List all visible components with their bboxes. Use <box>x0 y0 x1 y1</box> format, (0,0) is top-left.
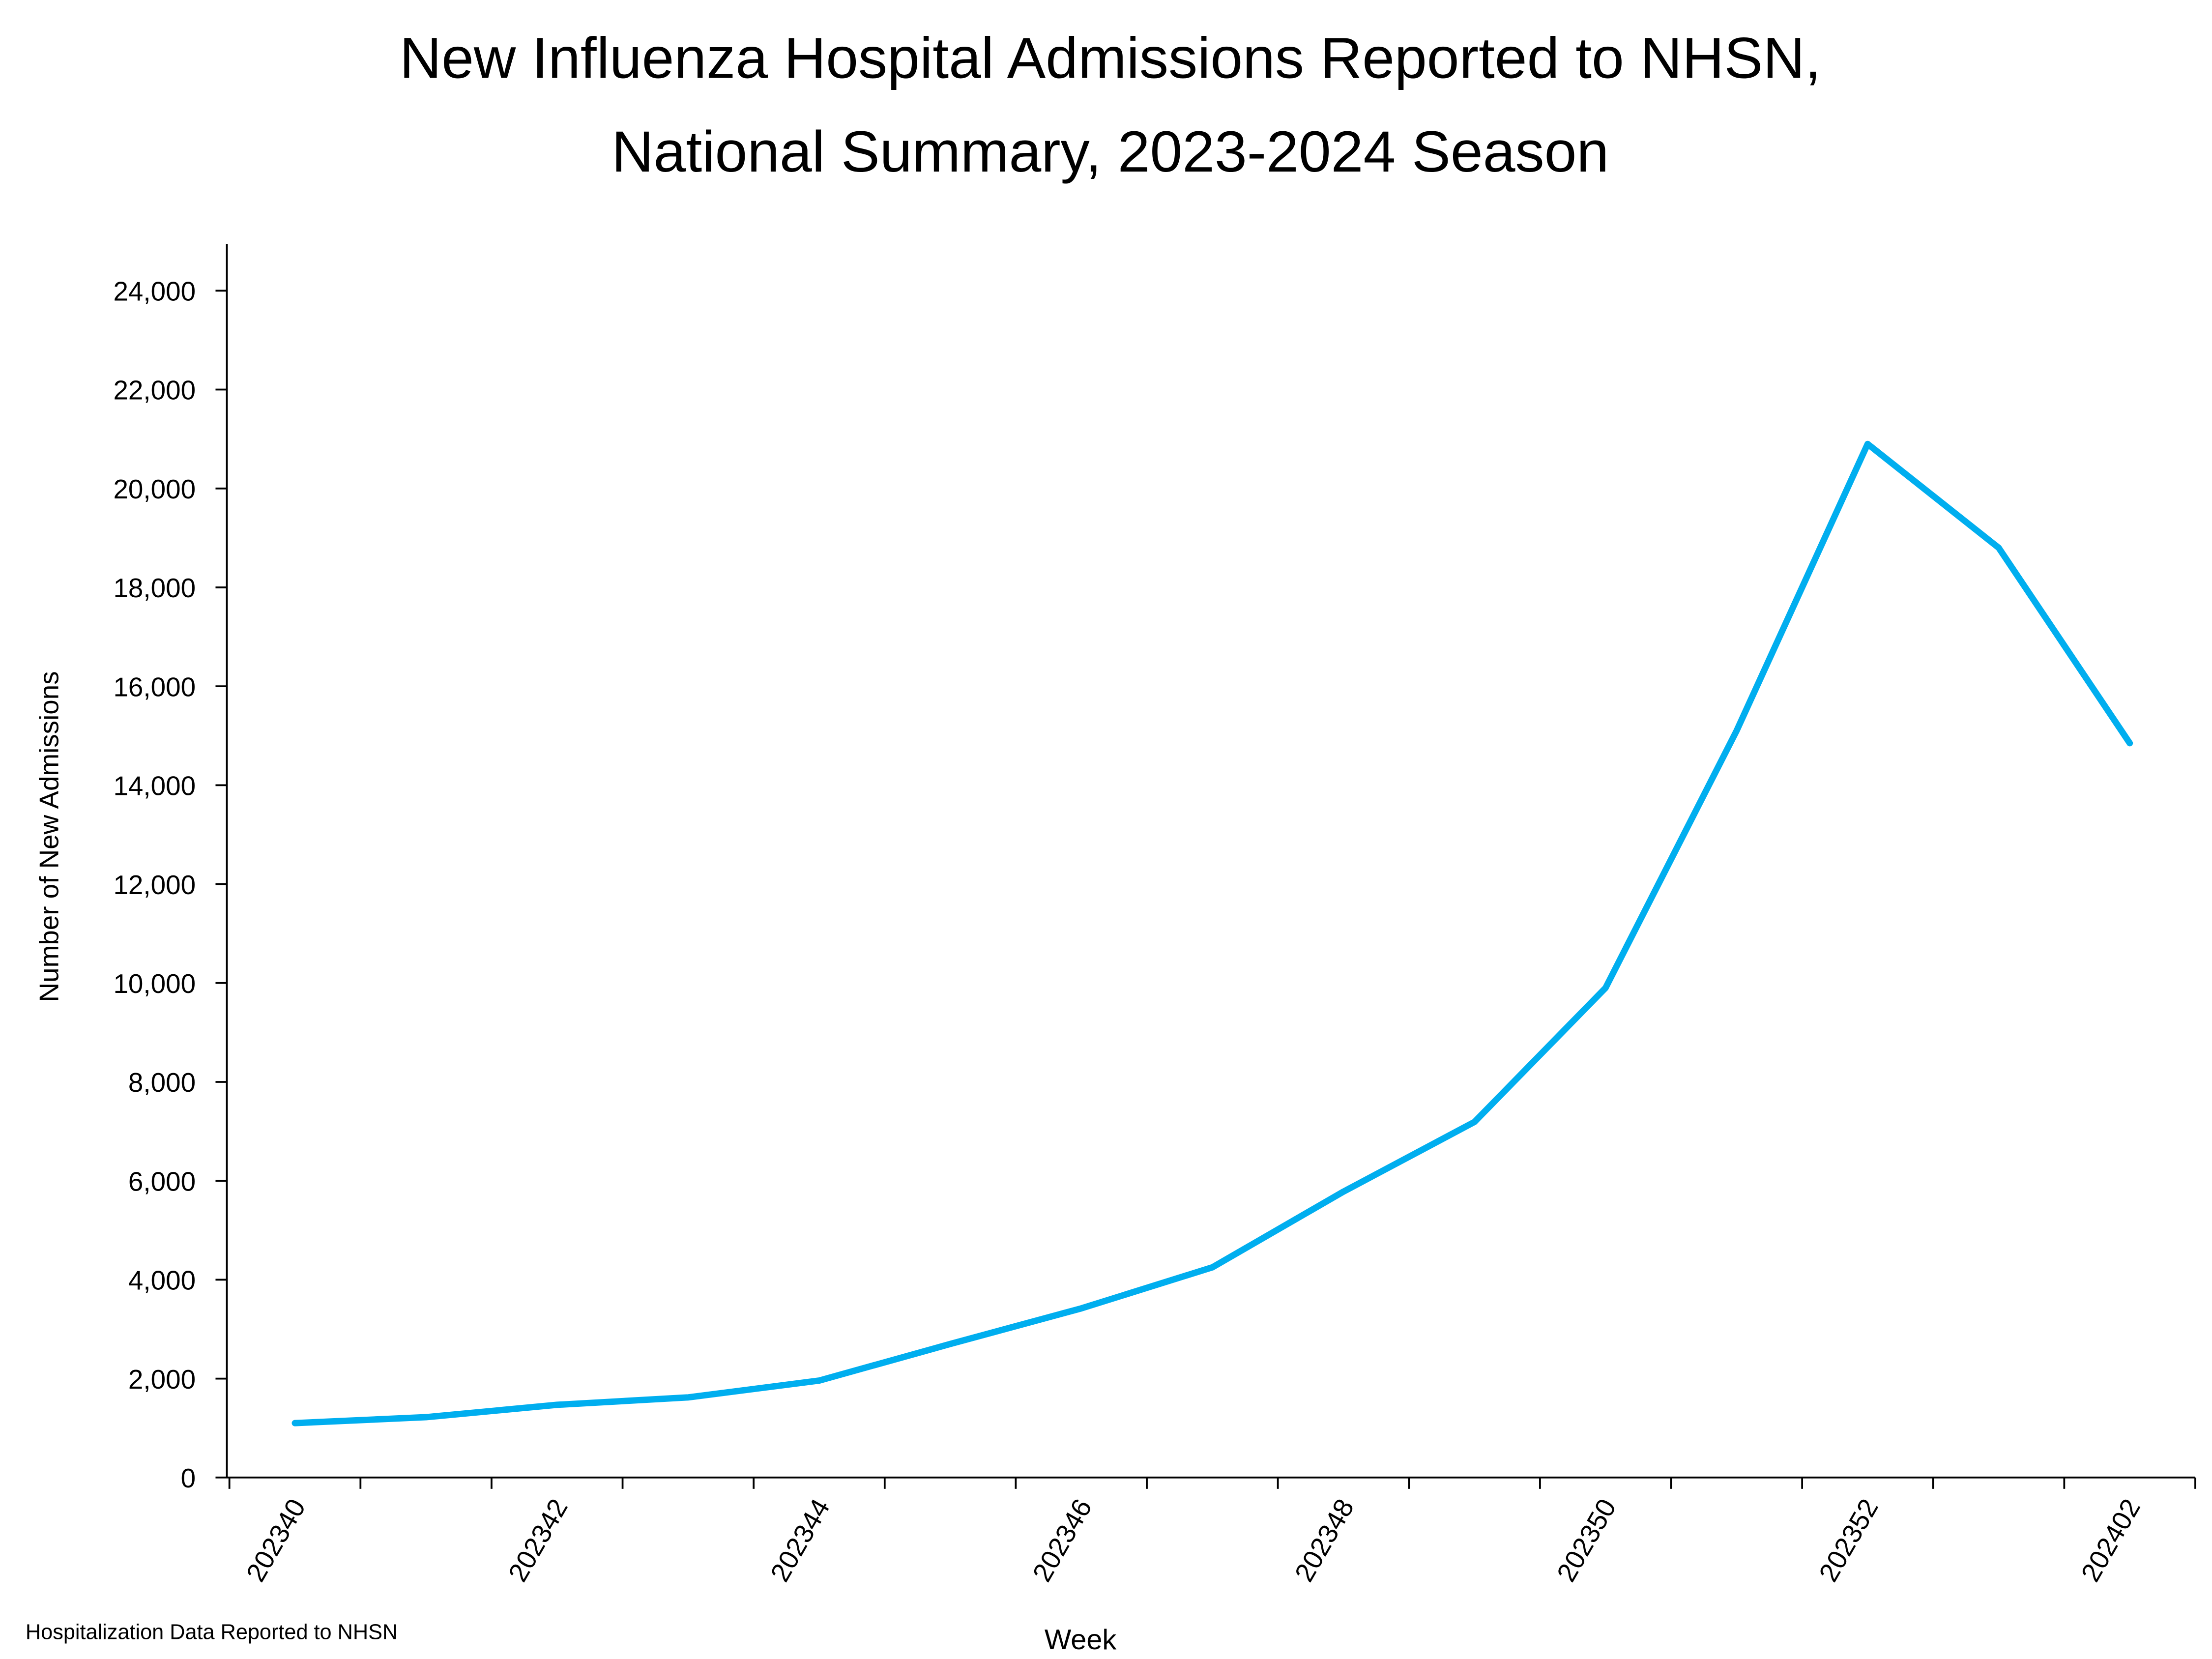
y-tick-label: 24,000 <box>113 276 196 307</box>
chart-title-line2: National Summary, 2023-2024 Season <box>611 119 1609 184</box>
footnote: Hospitalization Data Reported to NHSN <box>26 1621 398 1644</box>
y-axis-label: Number of New Admissions <box>33 671 64 1002</box>
y-tick-label: 12,000 <box>113 870 196 900</box>
y-tick-label: 0 <box>181 1463 196 1493</box>
data-point <box>1212 1267 1213 1268</box>
chart-title-line1: New Influenza Hospital Admissions Report… <box>400 26 1821 91</box>
y-tick-label: 8,000 <box>128 1067 196 1098</box>
data-point <box>2129 743 2130 744</box>
y-tick-label: 20,000 <box>113 474 196 504</box>
data-point <box>1605 988 1606 989</box>
x-axis-label: Week <box>1045 1624 1117 1656</box>
y-tick-label: 22,000 <box>113 375 196 406</box>
y-tick-label: 10,000 <box>113 968 196 999</box>
y-tick-label: 6,000 <box>128 1166 196 1196</box>
y-tick-label: 4,000 <box>128 1265 196 1296</box>
data-point <box>688 1397 689 1398</box>
y-tick-label: 2,000 <box>128 1364 196 1395</box>
y-tick-label: 14,000 <box>113 771 196 801</box>
y-tick-label: 18,000 <box>113 573 196 603</box>
y-tick-label: 16,000 <box>113 671 196 702</box>
